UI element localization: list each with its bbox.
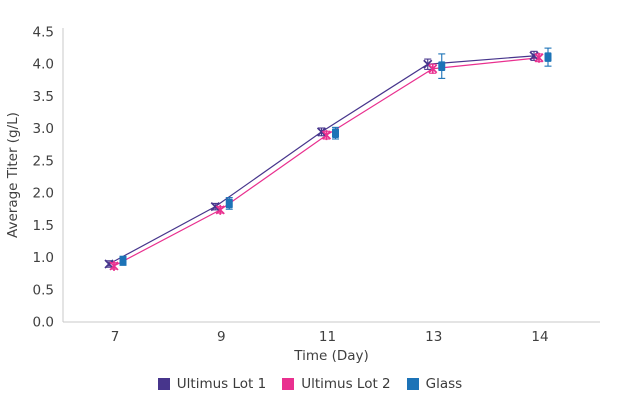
- legend-swatch-ultimus-lot-1: [157, 378, 170, 390]
- legend-swatch-ultimus-lot-2: [282, 378, 295, 390]
- legend-label-glass: Glass: [425, 376, 463, 392]
- marker-x: [316, 127, 327, 137]
- marker-square: [225, 198, 233, 209]
- y-tick-label: 3.5: [33, 89, 54, 105]
- y-tick-label: 0.0: [33, 315, 54, 331]
- y-tick-label: 2.0: [33, 186, 54, 202]
- legend-item-ultimus-lot-1: Ultimus Lot 1: [157, 376, 267, 392]
- marker-x: [210, 202, 220, 212]
- y-tick-label: 4.0: [33, 57, 54, 73]
- marker-square: [438, 61, 446, 71]
- marker-x: [104, 259, 114, 269]
- plot-area: 0.0 0.5 1.0 1.5 2.0 2.5 3.0 3.5 4.0 4.5 7 9 11 13 14 Av…: [5, 25, 600, 345]
- legend-label-ultimus-lot-1: Ultimus Lot 1: [176, 376, 267, 392]
- x-axis-title: Time (Day): [294, 348, 369, 364]
- legend-swatch-glass: [406, 378, 419, 390]
- legend-item-ultimus-lot-2: Ultimus Lot 2: [282, 376, 391, 392]
- marker-square: [544, 52, 552, 62]
- marker-x: [423, 59, 433, 69]
- x-tick-label: 9: [217, 329, 226, 345]
- y-tick-label: 1.0: [33, 250, 54, 266]
- x-tick-label: 11: [319, 329, 336, 345]
- y-tick-label: 1.5: [33, 218, 54, 234]
- y-tick-label: 3.0: [33, 121, 54, 137]
- x-tick-label: 13: [425, 329, 442, 345]
- y-tick-label: 0.5: [33, 282, 54, 298]
- series-line-ultimus-lot-1: [108, 55, 535, 265]
- legend-item-glass: Glass: [406, 376, 463, 392]
- y-tick-label: 4.5: [33, 25, 54, 41]
- legend-label-ultimus-lot-2: Ultimus Lot 2: [301, 376, 391, 392]
- marker-square: [119, 255, 127, 266]
- x-tick-label: 7: [111, 329, 120, 345]
- x-tick-label: 14: [531, 329, 548, 345]
- y-axis-title: Average Titer (g/L): [5, 112, 21, 238]
- marker-square: [332, 128, 339, 138]
- y-tick-label: 2.5: [33, 153, 54, 169]
- series-line-ultimus-lot-2: [113, 57, 540, 267]
- marker-x: [529, 51, 539, 61]
- legend: Ultimus Lot 1 Ultimus Lot 2 Glass: [0, 376, 620, 392]
